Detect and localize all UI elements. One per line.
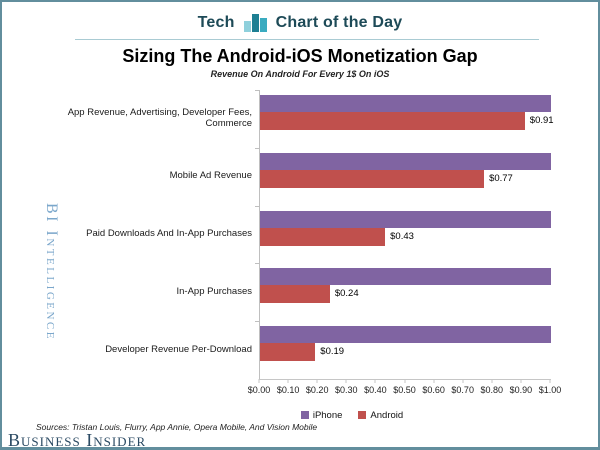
bar-group: $0.91 bbox=[260, 90, 554, 148]
category-label: Paid Downloads And In-App Purchases bbox=[86, 228, 252, 240]
bar-group: $0.19 bbox=[260, 321, 551, 379]
y-axis-tick bbox=[255, 263, 260, 265]
value-label: $0.77 bbox=[489, 172, 513, 184]
y-axis-tick bbox=[255, 147, 260, 149]
iphone-bar bbox=[260, 152, 551, 170]
chart-title: Sizing The Android-iOS Monetization Gap bbox=[122, 46, 478, 66]
x-axis-tick bbox=[316, 379, 318, 383]
value-label: $0.19 bbox=[320, 346, 345, 358]
x-axis-tick-label: $0.20 bbox=[305, 385, 329, 395]
legend-swatch bbox=[358, 411, 367, 419]
category-label: In-App Purchases bbox=[176, 285, 252, 297]
x-axis-tick-label: $0.30 bbox=[335, 385, 358, 395]
bar-group: $0.24 bbox=[260, 263, 551, 321]
x-axis-tick bbox=[549, 379, 551, 383]
legend-label: iPhone bbox=[312, 409, 343, 421]
bar-chart-icon-bar bbox=[251, 14, 259, 32]
legend-item-iphone: iPhone bbox=[300, 409, 343, 421]
x-axis-tick bbox=[433, 379, 435, 383]
sources-note: Sources: Tristan Louis, Flurry, App Anni… bbox=[36, 422, 318, 432]
bar-chart-icon-bar bbox=[259, 18, 267, 32]
x-axis-tick-label: $0.50 bbox=[393, 385, 416, 395]
business-insider-logo: Business Insider bbox=[8, 430, 147, 450]
category-label: Mobile Ad Revenue bbox=[169, 170, 252, 182]
x-axis-tick-label: $1.00 bbox=[538, 385, 562, 395]
x-axis-tick bbox=[462, 379, 464, 383]
legend-swatch bbox=[300, 411, 309, 419]
legend-label: Android bbox=[370, 409, 404, 421]
x-axis-tick bbox=[374, 379, 376, 383]
y-axis-tick bbox=[255, 205, 260, 207]
legend: iPhone Android bbox=[102, 408, 598, 422]
x-axis-tick-label: $0.10 bbox=[276, 385, 300, 395]
x-axis-tick-label: $0.00 bbox=[247, 385, 271, 395]
android-bar bbox=[260, 227, 386, 246]
x-axis-tick-label: $0.90 bbox=[509, 385, 533, 395]
bar-group: $0.77 bbox=[260, 148, 551, 206]
x-axis-tick bbox=[404, 379, 405, 383]
x-axis-tick-label: $0.40 bbox=[364, 385, 387, 395]
x-axis-tick bbox=[520, 379, 522, 383]
plot-area: $0.91 $0.77 $0.43 $0.24 $0.19 bbox=[255, 90, 554, 380]
header-section-label: Tech bbox=[197, 14, 235, 31]
bar-chart-icon-bar bbox=[243, 21, 251, 32]
x-axis-tick bbox=[345, 379, 347, 383]
header-title-label: Chart of the Day bbox=[275, 14, 403, 31]
category-labels: App Revenue, Advertising, Developer Fees… bbox=[30, 90, 252, 379]
header-divider bbox=[75, 39, 539, 40]
value-label: $0.24 bbox=[334, 288, 359, 300]
iphone-bar bbox=[260, 268, 551, 286]
y-axis-tick bbox=[255, 321, 260, 323]
iphone-bar bbox=[260, 326, 551, 344]
value-label: $0.43 bbox=[390, 230, 414, 242]
category-label: Developer Revenue Per-Download bbox=[105, 343, 252, 355]
x-axis-tick bbox=[491, 379, 493, 383]
x-axis-tick bbox=[258, 379, 260, 383]
iphone-bar bbox=[260, 95, 551, 112]
bar-group: $0.43 bbox=[260, 206, 551, 264]
value-label: $0.91 bbox=[529, 115, 554, 126]
android-bar bbox=[260, 112, 525, 130]
chart-subtitle: Revenue On Android For Every 1$ On iOS bbox=[210, 69, 390, 79]
x-axis-tick-label: $0.80 bbox=[480, 385, 504, 395]
x-axis-tick bbox=[287, 379, 289, 383]
bar-chart-icon bbox=[243, 14, 267, 32]
x-axis-tick-label: $0.60 bbox=[422, 385, 445, 395]
iphone-bar bbox=[260, 210, 551, 228]
legend-item-android: Android bbox=[358, 410, 403, 421]
x-axis: $0.00 $0.10 $0.20 $0.30 $0.40 $0.50 $0.60 $0.70… bbox=[248, 379, 561, 396]
android-bar bbox=[260, 169, 485, 188]
android-bar bbox=[260, 285, 330, 304]
y-axis-tick bbox=[255, 90, 260, 91]
x-axis-tick-label: $0.70 bbox=[451, 385, 474, 395]
android-bar bbox=[260, 343, 316, 362]
header: Tech Chart of the Day bbox=[2, 9, 598, 37]
category-label: App Revenue, Advertising, Developer Fees… bbox=[67, 106, 252, 129]
